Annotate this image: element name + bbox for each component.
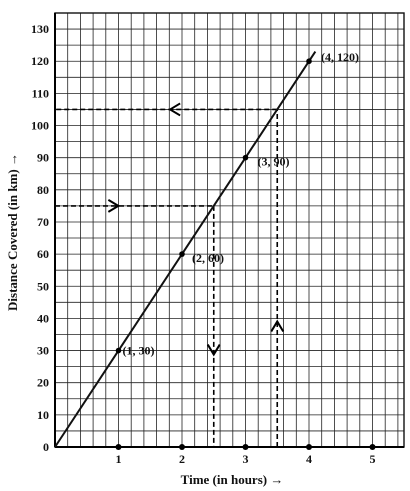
labels: 0 10 20 30 40 50 60 70 80 90 100 110 120 130 1 2 3 4 5 (1, … (31, 22, 376, 466)
distance-time-line (54, 51, 317, 448)
x-tick-label: 4 (306, 452, 312, 466)
x-axis-dot (179, 444, 185, 450)
point-label: (2, 60) (192, 251, 224, 265)
y-tick-label: 70 (37, 215, 49, 229)
y-tick-label: 40 (37, 311, 49, 325)
y-tick-label: 80 (37, 183, 49, 197)
arrow-up-icon (270, 319, 285, 332)
guide-lines (55, 102, 285, 447)
y-tick-label: 100 (31, 119, 49, 133)
plot-frame (54, 12, 405, 448)
x-tick-label: 2 (179, 452, 185, 466)
data-point (242, 154, 249, 161)
x-axis-label: Time (in hours) → (181, 472, 284, 487)
x-axis-dot (115, 444, 122, 450)
y-tick-label: 10 (37, 408, 49, 422)
arrow-down-icon (206, 344, 221, 357)
grid (54, 12, 405, 448)
y-tick-label: 90 (37, 151, 49, 165)
arrow-right-icon (107, 199, 121, 213)
point-label: (4, 120) (321, 50, 359, 64)
x-axis-dot (242, 444, 249, 450)
x-axis-dot (369, 444, 376, 450)
x-axis-dot (306, 444, 312, 450)
y-tick-label: 50 (37, 279, 49, 293)
x-tick-label: 3 (243, 452, 249, 466)
x-tick-label: 5 (370, 452, 376, 466)
point-label: (3, 90) (258, 155, 290, 169)
data-point (306, 58, 312, 65)
data-point (115, 347, 122, 354)
point-label: (1, 30) (123, 344, 155, 358)
y-tick-label: 130 (31, 22, 49, 36)
y-axis-label: Distance Covered (in km) → (5, 153, 20, 311)
y-tick-label: 120 (31, 54, 49, 68)
y-tick-label: 0 (43, 440, 49, 454)
arrow-left-icon (168, 102, 181, 117)
x-tick-label: 1 (116, 452, 122, 466)
data-point (179, 251, 185, 257)
y-tick-label: 30 (37, 344, 49, 358)
series (54, 51, 317, 448)
y-tick-label: 20 (37, 376, 49, 390)
y-tick-label: 110 (32, 86, 49, 100)
y-tick-label: 60 (37, 247, 49, 261)
axes (54, 13, 404, 450)
